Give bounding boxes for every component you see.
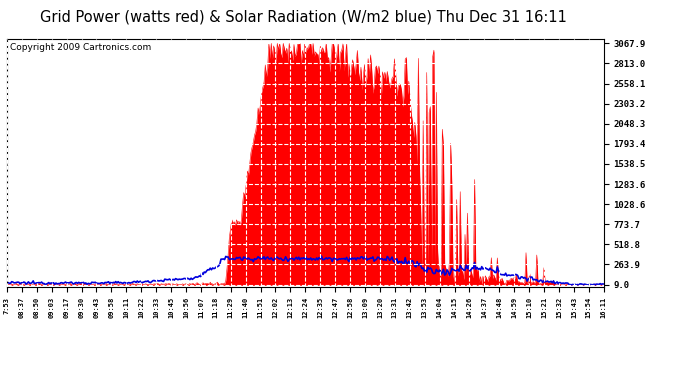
Text: Grid Power (watts red) & Solar Radiation (W/m2 blue) Thu Dec 31 16:11: Grid Power (watts red) & Solar Radiation… [40,9,567,24]
Text: Copyright 2009 Cartronics.com: Copyright 2009 Cartronics.com [10,43,151,52]
